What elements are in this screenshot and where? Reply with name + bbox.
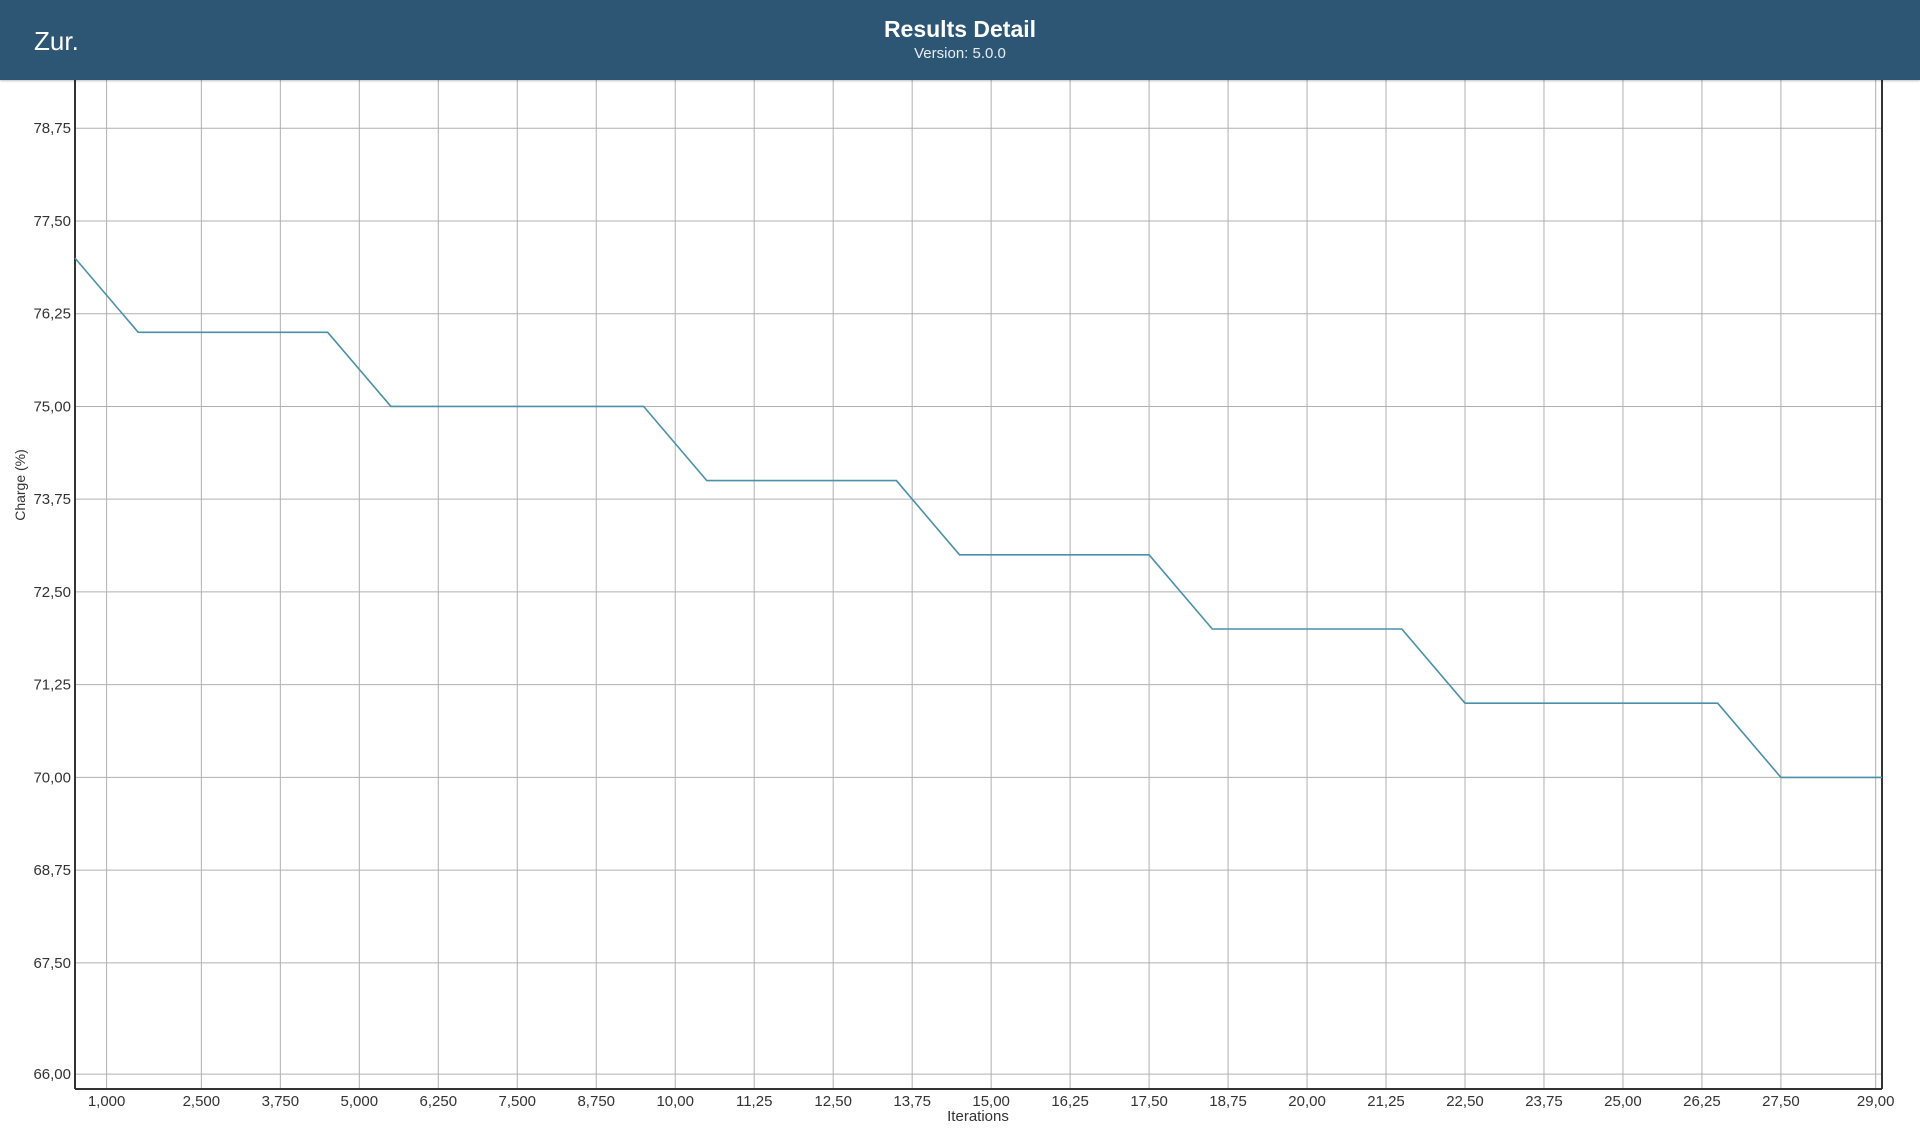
y-axis-title: Charge (%) bbox=[12, 449, 28, 521]
x-tick-label: 25,00 bbox=[1604, 1093, 1642, 1110]
axis-layer bbox=[74, 80, 1883, 1090]
y-tick-label: 71,25 bbox=[33, 677, 71, 694]
x-tick-label: 21,25 bbox=[1367, 1093, 1405, 1110]
x-tick-label: 26,25 bbox=[1683, 1093, 1721, 1110]
x-tick-label: 16,25 bbox=[1051, 1093, 1089, 1110]
x-tick-label: 8,750 bbox=[577, 1093, 615, 1110]
page-title: Results Detail bbox=[883, 16, 1037, 42]
y-tick-label: 75,00 bbox=[33, 398, 71, 415]
x-tick-label: 6,250 bbox=[420, 1093, 458, 1110]
x-tick-label: 12,50 bbox=[814, 1093, 852, 1110]
x-tick-label: 23,75 bbox=[1525, 1093, 1563, 1110]
x-tick-label: 3,750 bbox=[262, 1093, 300, 1110]
y-tick-label: 66,00 bbox=[33, 1066, 71, 1083]
x-tick-label: 10,00 bbox=[656, 1093, 694, 1110]
x-tick-label: 20,00 bbox=[1288, 1093, 1326, 1110]
series-layer bbox=[74, 257, 1882, 779]
y-tick-label: 78,75 bbox=[33, 120, 71, 137]
back-button[interactable]: Zur. bbox=[34, 26, 79, 56]
x-tick-label: 7,500 bbox=[498, 1093, 536, 1110]
x-axis-title: Iterations bbox=[947, 1108, 1009, 1125]
x-tick-label: 15,00 bbox=[972, 1093, 1010, 1110]
y-tick-label: 72,50 bbox=[33, 584, 71, 601]
x-tick-label: 18,75 bbox=[1209, 1093, 1247, 1110]
app-header: Zur. Results Detail Version: 5.0.0 bbox=[0, 0, 1920, 80]
x-tick-label: 27,50 bbox=[1762, 1093, 1800, 1110]
title-block: Results Detail Version: 5.0.0 bbox=[0, 14, 1920, 64]
y-tick-label: 68,75 bbox=[33, 862, 71, 879]
x-tick-label: 17,50 bbox=[1130, 1093, 1168, 1110]
x-tick-label: 11,25 bbox=[736, 1093, 772, 1110]
charge-series-line bbox=[74, 257, 1882, 779]
y-tick-label: 73,75 bbox=[33, 491, 71, 508]
y-tick-label: 67,50 bbox=[33, 955, 71, 972]
x-tick-label: 5,000 bbox=[341, 1093, 379, 1110]
y-tick-label: 77,50 bbox=[33, 213, 71, 230]
x-tick-label: 2,500 bbox=[183, 1093, 221, 1110]
y-tick-label: 76,25 bbox=[33, 306, 71, 323]
x-tick-label: 1,000 bbox=[88, 1093, 126, 1110]
x-tick-label: 13,75 bbox=[893, 1093, 931, 1110]
label-layer: Charge (%) Iterations 66,00 67,50 68,75 70,… bbox=[12, 120, 1894, 1125]
y-tick-label: 70,00 bbox=[33, 769, 71, 786]
grid-layer bbox=[75, 80, 1882, 1089]
x-tick-label: 22,50 bbox=[1446, 1093, 1484, 1110]
x-tick-label: 29,00 bbox=[1857, 1093, 1895, 1110]
version-label: Version: 5.0.0 bbox=[914, 45, 1006, 62]
